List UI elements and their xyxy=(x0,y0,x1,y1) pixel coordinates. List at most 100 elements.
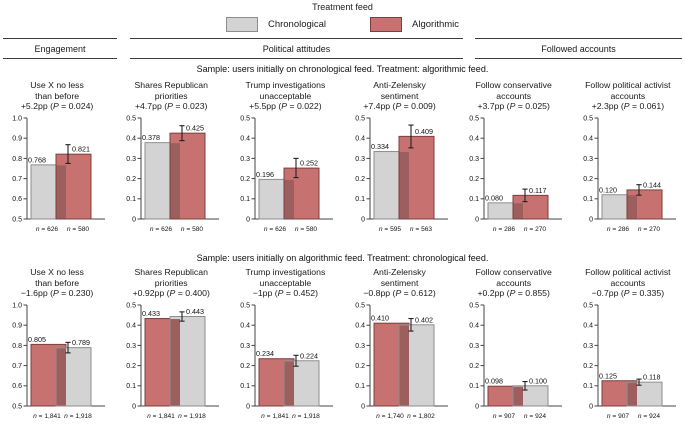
y-tick-label: 0 xyxy=(475,216,479,223)
panel-effect: +0.2pp (P = 0.855) xyxy=(477,288,550,298)
legend-item-algorithmic: Algorithmic xyxy=(370,17,459,32)
treatment-n-label: n = 1,918 xyxy=(64,413,92,420)
y-tick-label: 0.2 xyxy=(241,363,251,370)
control-n-label: n = 626 xyxy=(36,226,59,233)
treatment-n-label: n = 580 xyxy=(67,226,90,233)
treatment-n-label: n = 580 xyxy=(181,226,204,233)
group-header-1: Political attitudes xyxy=(130,38,463,59)
bar-overlap xyxy=(56,165,67,219)
control-n-label: n = 907 xyxy=(607,413,630,420)
y-tick-label: 0.5 xyxy=(355,115,365,122)
panel-title-line2: accounts xyxy=(496,277,532,288)
y-tick-label: 0.1 xyxy=(241,383,251,390)
panel-title: Anti-Zelensky sentiment −0.8pp (P = 0.61… xyxy=(363,267,435,300)
panel-title-line2: than before xyxy=(35,90,80,101)
y-tick-label: 0.4 xyxy=(469,136,479,143)
y-tick-label: 0.2 xyxy=(355,176,365,183)
panel-title-line1: Anti-Zelensky xyxy=(373,267,426,277)
y-tick-label: 0.4 xyxy=(127,136,137,143)
y-tick-label: 0 xyxy=(589,403,593,410)
panel-chart: 0.5 0.4 0.3 0.2 0.1 0 0.334 0.409 n = 59… xyxy=(355,115,448,233)
bar-overlap xyxy=(513,203,523,219)
y-tick-label: 0.5 xyxy=(12,216,22,223)
panel: Shares Republican priorities +0.92pp (P … xyxy=(114,267,228,422)
y-tick-label: 0.3 xyxy=(241,343,251,350)
control-n-label: n = 286 xyxy=(493,226,516,233)
y-tick-label: 0.7 xyxy=(12,176,22,183)
y-tick-label: 0.4 xyxy=(583,136,593,143)
y-tick-label: 0 xyxy=(246,216,250,223)
y-tick-label: 0.5 xyxy=(583,302,593,309)
control-n-label: n = 1,841 xyxy=(33,413,61,420)
treatment-n-label: n = 580 xyxy=(295,226,318,233)
panel: Follow political activist accounts −0.7p… xyxy=(571,267,685,422)
treatment-n-label: n = 270 xyxy=(638,226,661,233)
y-tick-label: 0.1 xyxy=(469,196,479,203)
panel-title: Shares Republican priorities +0.92pp (P … xyxy=(133,267,210,300)
treatment-value-label: 0.402 xyxy=(415,315,433,324)
y-tick-label: 0.1 xyxy=(355,196,365,203)
panel-chart: 1.0 0.9 0.8 0.7 0.6 0.5 0.768 0.821 n = … xyxy=(12,115,106,233)
panel-title-line1: Trump investigations xyxy=(245,267,326,277)
y-tick-label: 0.1 xyxy=(127,383,137,390)
panel-title-line2: accounts xyxy=(610,90,646,101)
control-value-label: 0.234 xyxy=(256,349,274,358)
y-tick-label: 0 xyxy=(132,216,136,223)
y-tick-label: 0.3 xyxy=(583,156,593,163)
panel: Follow political activist accounts +2.3p… xyxy=(571,80,685,235)
legend: Treatment feed Chronological Algorithmic xyxy=(0,2,685,32)
panel: Use X no less than before +5.2pp (P = 0.… xyxy=(0,80,114,235)
y-tick-label: 0.2 xyxy=(355,363,365,370)
panel-chart: 0.5 0.4 0.3 0.2 0.1 0 0.433 0.443 n = 1,… xyxy=(127,302,220,420)
y-tick-label: 0.3 xyxy=(469,343,479,350)
y-tick-label: 0.1 xyxy=(127,196,137,203)
y-tick-label: 0 xyxy=(132,403,136,410)
control-n-label: n = 1,841 xyxy=(147,413,175,420)
y-tick-label: 0.5 xyxy=(12,403,22,410)
control-n-label: n = 907 xyxy=(493,413,516,420)
panel-title-line2: accounts xyxy=(610,277,646,288)
panel-title: Use X no less than before +5.2pp (P = 0.… xyxy=(21,80,93,113)
panel-title: Follow conservative accounts +3.7pp (P =… xyxy=(476,80,552,113)
y-tick-label: 0.2 xyxy=(469,363,479,370)
bar-overlap xyxy=(56,348,67,406)
group-header-2: Followed accounts xyxy=(475,38,682,59)
bar-overlap xyxy=(284,361,295,406)
panel-title-line1: Follow political activist xyxy=(585,80,671,90)
legend-title: Treatment feed xyxy=(312,2,373,12)
bar-overlap xyxy=(513,386,523,406)
panel-chart: 0.5 0.4 0.3 0.2 0.1 0 0.378 0.425 n = 62… xyxy=(127,115,220,233)
y-tick-label: 0.5 xyxy=(127,302,137,309)
panel: Trump investigations unacceptable −1pp (… xyxy=(228,267,342,422)
y-tick-label: 0 xyxy=(475,403,479,410)
y-tick-label: 0.9 xyxy=(12,323,22,330)
y-tick-label: 0.3 xyxy=(127,156,137,163)
panel-title: Use X no less than before −1.6pp (P = 0.… xyxy=(21,267,93,300)
panel-effect: −1pp (P = 0.452) xyxy=(252,288,318,298)
y-tick-label: 0.5 xyxy=(127,115,137,122)
treatment-value-label: 0.224 xyxy=(300,351,318,360)
panel: Anti-Zelensky sentiment +7.4pp (P = 0.00… xyxy=(342,80,456,235)
control-n-label: n = 595 xyxy=(378,226,401,233)
treatment-value-label: 0.144 xyxy=(643,180,661,189)
panel-title: Follow political activist accounts +2.3p… xyxy=(585,80,670,113)
control-value-label: 0.196 xyxy=(256,170,274,179)
treatment-n-label: n = 924 xyxy=(524,413,547,420)
panel: Anti-Zelensky sentiment −0.8pp (P = 0.61… xyxy=(342,267,456,422)
control-value-label: 0.768 xyxy=(28,155,46,164)
panel-title-line1: Follow conservative xyxy=(475,80,552,90)
y-tick-label: 0.4 xyxy=(469,323,479,330)
y-tick-label: 0.5 xyxy=(241,302,251,309)
y-tick-label: 0.5 xyxy=(469,302,479,309)
panel: Use X no less than before −1.6pp (P = 0.… xyxy=(0,267,114,422)
y-tick-label: 0.1 xyxy=(469,383,479,390)
treatment-value-label: 0.252 xyxy=(300,159,318,168)
y-tick-label: 0.8 xyxy=(12,343,22,350)
panel-effect: −0.8pp (P = 0.612) xyxy=(363,288,436,298)
panel-title: Trump investigations unacceptable −1pp (… xyxy=(245,267,325,300)
y-tick-label: 0.5 xyxy=(355,302,365,309)
panel-title-line1: Follow conservative xyxy=(475,267,552,277)
y-tick-label: 0.1 xyxy=(583,383,593,390)
y-tick-label: 1.0 xyxy=(12,115,22,122)
y-tick-label: 0 xyxy=(361,216,365,223)
